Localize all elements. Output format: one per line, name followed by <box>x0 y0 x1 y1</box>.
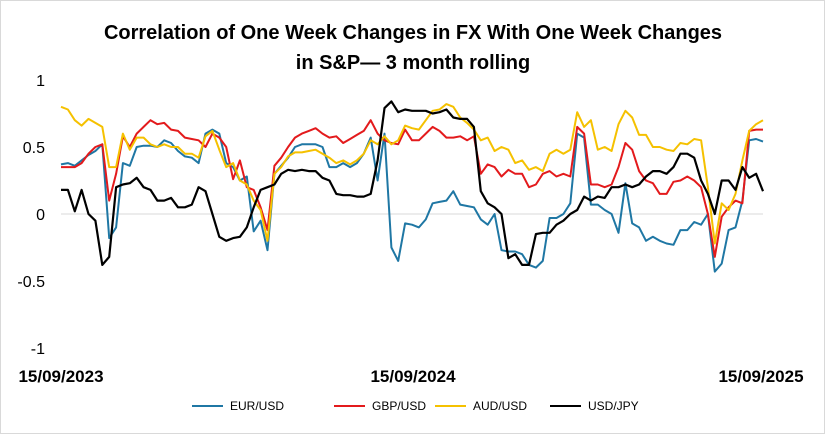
x-tick-label: 15/09/2025 <box>718 367 803 386</box>
x-axis-tick-labels: 15/09/2023 15/09/2024 15/09/2025 <box>18 367 803 386</box>
y-axis-tick-labels: 1 0.5 0 -0.5 -1 <box>17 73 45 358</box>
legend-label: AUD/USD <box>473 399 527 413</box>
y-tick-label: -0.5 <box>17 274 45 291</box>
y-tick-label: 0.5 <box>23 140 45 157</box>
legend-label: EUR/USD <box>230 399 284 413</box>
series-line-usd-jpy <box>61 100 765 266</box>
y-tick-label: 0 <box>36 207 45 224</box>
x-tick-label: 15/09/2024 <box>370 367 456 386</box>
x-tick-label: 15/09/2023 <box>18 367 103 386</box>
y-tick-label: -1 <box>31 341 45 358</box>
series-lines <box>60 100 765 273</box>
y-tick-label: 1 <box>36 73 45 90</box>
chart-title-line-2: in S&P— 3 month rolling <box>296 52 530 74</box>
legend-label: GBP/USD <box>372 399 426 413</box>
series-line-aud-usd <box>60 103 764 245</box>
series-line-eur-usd <box>60 128 764 273</box>
series-line-gbp-usd <box>61 119 763 258</box>
chart-title-line-1: Correlation of One Week Changes in FX Wi… <box>104 22 722 44</box>
legend-label: USD/JPY <box>588 399 639 413</box>
legend: EUR/USD GBP/USD AUD/USD USD/JPY <box>192 399 639 413</box>
